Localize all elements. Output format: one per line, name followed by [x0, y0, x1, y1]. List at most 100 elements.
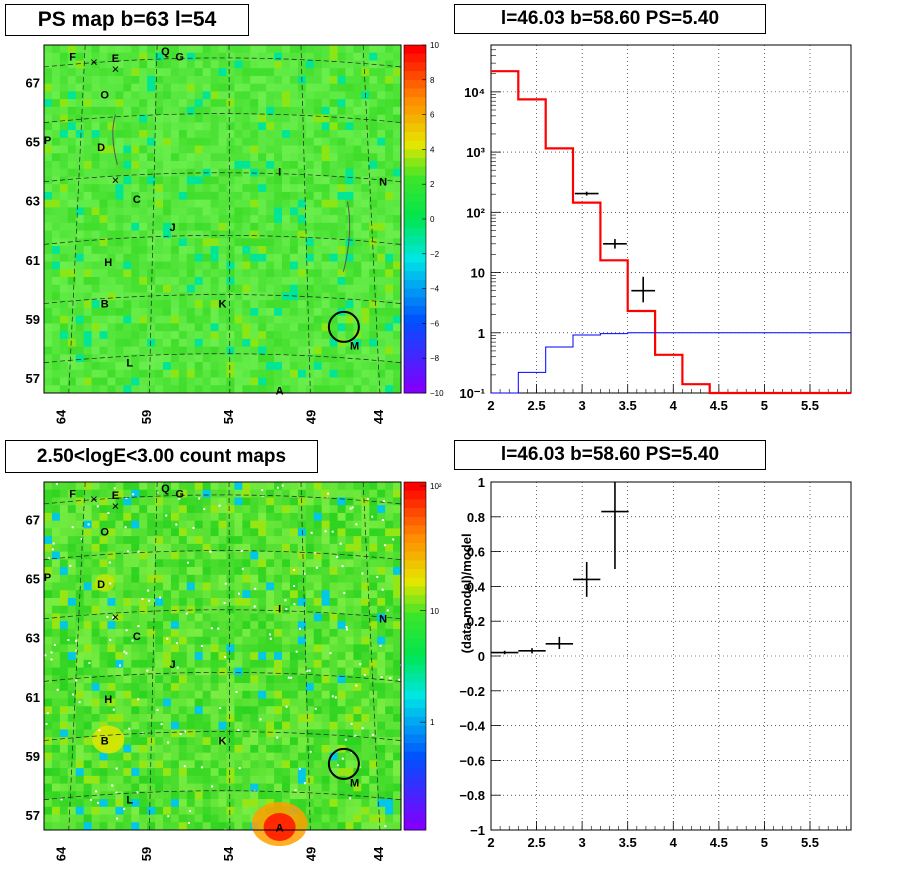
top-map-pixel [218, 300, 227, 309]
top-map-pixel [329, 199, 338, 208]
top-map-pixel [75, 338, 85, 347]
bottom-map-pixel [51, 605, 61, 614]
top-map-pixel [258, 323, 267, 332]
bottom-map-pixel [44, 783, 53, 792]
bottom-map-pixel [44, 775, 53, 784]
top-map-pixel [385, 246, 394, 255]
top-map-pixel [242, 60, 251, 69]
top-map-pixel [170, 300, 180, 309]
top-map-pixel [67, 215, 77, 224]
top-map-pixel [226, 377, 235, 386]
bottom-map-pixel [289, 543, 299, 552]
top-map-pixel [393, 323, 402, 332]
top-map-pixel [353, 307, 362, 317]
top-map-pixel [345, 130, 354, 139]
bottom-map-y-tick-label: 67 [26, 512, 40, 527]
top-map-pixel [131, 269, 140, 278]
top-palette-swatch [404, 288, 426, 298]
bottom-map-pixel [297, 791, 307, 800]
bottom-map-pixel [123, 659, 132, 668]
bottom-map-empty-pixel [386, 609, 389, 612]
top-map-pixel [107, 52, 116, 61]
top-map-pixel [115, 215, 124, 224]
top-map-pixel [99, 199, 108, 208]
top-map-pixel [266, 362, 275, 371]
top-map-pixel [202, 130, 211, 139]
top-map-pixel [250, 68, 259, 77]
bottom-map-pixel [353, 760, 362, 769]
bottom-map-pixel [67, 814, 77, 823]
top-map-pixel [258, 230, 267, 239]
top-map-pixel [155, 246, 164, 255]
bottom-map-pixel [155, 783, 164, 792]
bottom-map-pixel [393, 528, 402, 537]
bottom-map-pixel [210, 489, 219, 498]
top-map-pixel [91, 230, 100, 239]
top-map-pixel [163, 184, 172, 193]
bottom-map-pixel [369, 520, 378, 529]
top-map-pixel [218, 91, 227, 100]
top-map-pixel [51, 300, 61, 309]
top-map-pixel [83, 307, 92, 317]
top-map-pixel [345, 91, 354, 100]
bottom-map-pixel [289, 574, 299, 583]
top-map-pixel [313, 215, 323, 224]
bottom-map-empty-pixel [109, 582, 112, 585]
bottom-map-pixel [147, 628, 156, 638]
top-map-pixel [123, 153, 132, 162]
bottom-map-pixel [377, 806, 386, 815]
bottom-map-pixel [218, 489, 227, 498]
top-map-pixel [131, 246, 140, 255]
bottom-map-pixel [178, 760, 188, 769]
top-map-pixel [361, 230, 370, 239]
spectrum-top-x-tick-label: 5.5 [801, 398, 819, 413]
top-map-pixel [345, 338, 354, 347]
bottom-map-pixel [218, 621, 227, 630]
top-map-pixel [194, 238, 204, 247]
bottom-map-pixel [282, 683, 291, 692]
top-map-pixel [123, 184, 132, 193]
top-map-pixel [218, 60, 227, 69]
top-map-pixel [44, 284, 53, 293]
top-map-pixel [385, 277, 394, 286]
top-map-pixel [139, 369, 148, 378]
bottom-map-pixel [282, 744, 291, 754]
bottom-map-pixel [51, 690, 61, 699]
bottom-map-pixel [107, 806, 116, 815]
top-map-pixel [178, 75, 188, 85]
top-map-pixel [282, 284, 291, 293]
top-map-pixel [321, 354, 330, 363]
top-map-pixel [337, 215, 346, 224]
bottom-map-pixel [178, 799, 188, 808]
bottom-map-pixel [170, 814, 180, 823]
bottom-map-pixel [329, 791, 338, 800]
bottom-map-pixel [155, 714, 164, 723]
top-map-pixel [139, 191, 148, 201]
bottom-map-pixel [178, 768, 188, 777]
top-map-pixel [202, 60, 211, 69]
top-map-pixel [242, 246, 251, 255]
top-map-pixel [202, 215, 211, 224]
bottom-map-pixel [115, 775, 124, 784]
top-map-pixel [75, 184, 85, 193]
top-map-pixel [91, 52, 100, 61]
bottom-map-pixel [67, 683, 77, 692]
bottom-map-pixel [99, 791, 108, 800]
top-map-pixel [155, 277, 164, 286]
top-map-pixel [59, 106, 69, 115]
top-map-pixel [361, 338, 370, 347]
top-map-pixel [313, 122, 323, 131]
bottom-map-pixel [67, 598, 77, 607]
top-map-pixel [163, 75, 172, 85]
bottom-map-pixel [51, 636, 61, 645]
top-map-pixel [163, 307, 172, 317]
bottom-map-pixel [210, 613, 219, 622]
bottom-map-pixel [234, 814, 243, 823]
top-map-pixel [385, 215, 394, 224]
top-map-pixel [163, 261, 172, 270]
bottom-map-pixel [186, 574, 196, 583]
top-map-pixel [163, 215, 172, 224]
bottom-map-pixel [139, 775, 148, 784]
top-map-pixel [131, 68, 140, 77]
top-map-pixel [393, 122, 402, 131]
